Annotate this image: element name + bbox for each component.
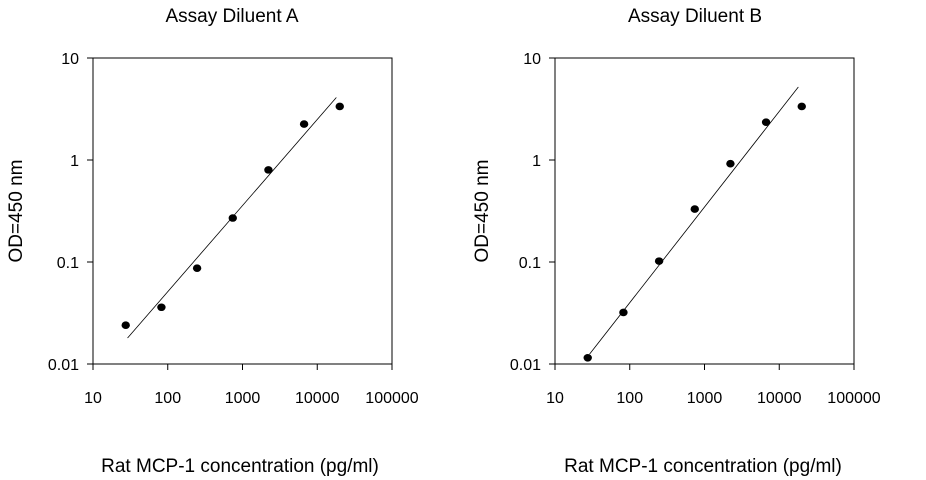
x-tick-label: 10000	[295, 390, 340, 407]
y-axis-label: OD=450 nm	[472, 160, 493, 263]
data-point	[192, 264, 202, 272]
data-point	[157, 303, 166, 312]
x-axis-label: Rat MCP-1 concentration (pg/ml)	[101, 456, 379, 477]
data-point	[583, 354, 592, 362]
data-point	[690, 205, 699, 213]
y-axis-label: OD=450 nm	[6, 160, 27, 263]
x-tick-label: 100	[616, 390, 643, 407]
chart-title: Assay Diluent A	[165, 6, 298, 27]
data-point	[264, 166, 273, 174]
x-tick-label: 10	[84, 390, 102, 407]
y-tick-label: 1	[532, 153, 541, 170]
x-tick-label: 1000	[687, 390, 723, 407]
chart-title: Assay Diluent B	[628, 6, 762, 27]
data-point	[797, 102, 806, 111]
x-tick-label: 1000	[225, 390, 261, 407]
data-point	[121, 321, 130, 330]
x-tick-label: 10	[546, 390, 564, 407]
data-point	[228, 214, 237, 222]
y-tick-label: 10	[523, 51, 541, 68]
x-tick-label: 100000	[827, 390, 880, 407]
x-tick-label: 10000	[757, 390, 802, 407]
data-point	[299, 120, 309, 128]
plot-frame	[92, 57, 393, 365]
x-tick-label: 100000	[365, 390, 418, 407]
y-tick-label: 10	[61, 51, 79, 68]
data-point	[619, 308, 628, 317]
y-tick-label: 0.1	[57, 255, 79, 272]
y-tick-label: 1	[70, 153, 79, 170]
chart-panel-1: Assay Diluent A 10 100 1000 10000 100000 0.01 0…	[6, 6, 419, 477]
data-point	[654, 257, 664, 265]
data-point	[761, 118, 771, 126]
y-tick-label: 0.01	[48, 357, 79, 374]
x-axis-label: Rat MCP-1 concentration (pg/ml)	[564, 456, 842, 477]
y-tick-label: 0.1	[519, 255, 541, 272]
data-point	[726, 159, 735, 168]
plot-frame	[554, 57, 855, 365]
chart-panel-2: Assay Diluent B 10 100 1000 10000 100000 0.01 0…	[472, 6, 881, 477]
x-tick-label: 100	[154, 390, 181, 407]
data-point	[335, 102, 344, 111]
y-tick-label: 0.01	[510, 357, 541, 374]
